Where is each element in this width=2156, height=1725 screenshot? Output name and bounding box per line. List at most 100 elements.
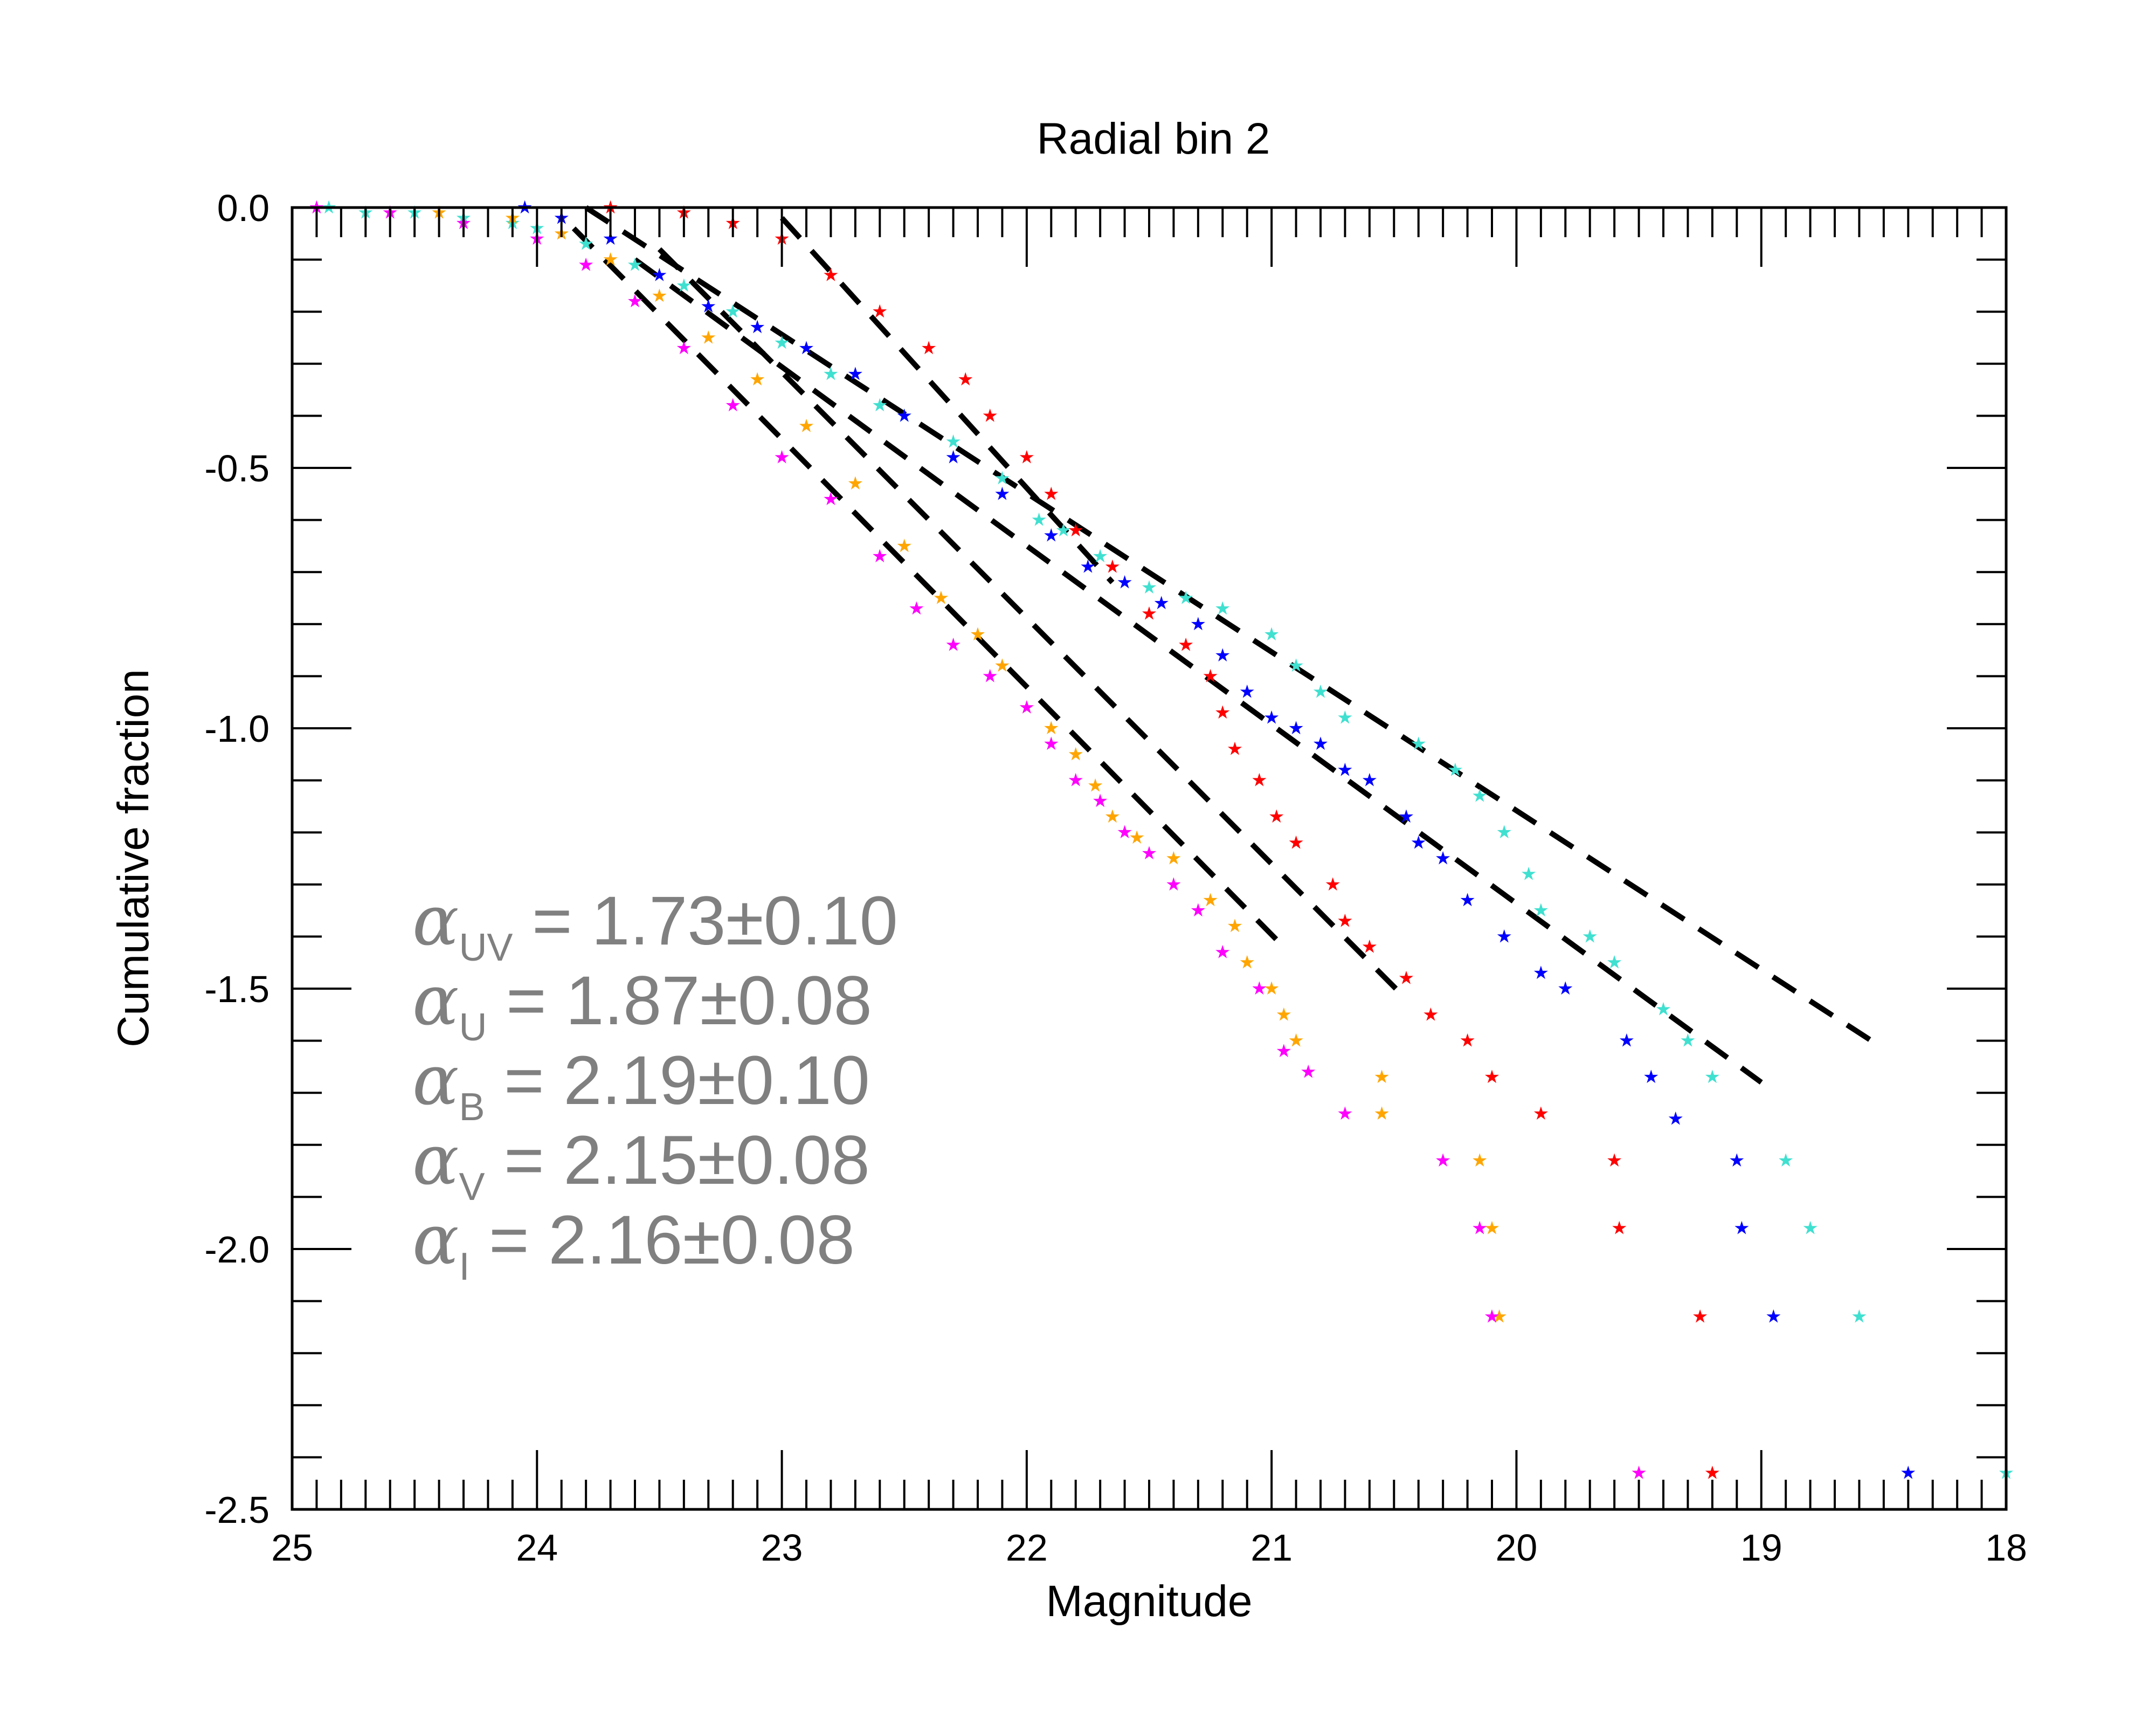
- alpha-value: = 1.73±0.10: [513, 882, 897, 960]
- series-u: ★★★★★★★★★★★★★★★★★★★★★★★★★★★★★★★★★★★★★: [516, 197, 1916, 1484]
- data-point: ★: [1496, 822, 1512, 843]
- data-point: ★: [896, 405, 912, 426]
- x-tick-label: 21: [1250, 1527, 1293, 1569]
- alpha-subscript: U: [459, 1006, 487, 1049]
- y-tick-label: -1.0: [204, 708, 270, 750]
- data-point: ★: [1214, 702, 1231, 723]
- data-point: ★: [1362, 770, 1378, 791]
- series-i: ★★★★★★★★★★★★★★★★★★★★★★★★★★★★★★★: [308, 197, 1647, 1484]
- y-tick-label: -2.0: [204, 1229, 270, 1271]
- data-point: ★: [1312, 733, 1329, 755]
- data-point: ★: [1373, 1066, 1390, 1088]
- data-point: ★: [1422, 1004, 1439, 1025]
- x-tick-label: 25: [271, 1527, 313, 1569]
- data-point: ★: [1312, 681, 1329, 702]
- data-point: ★: [1484, 1066, 1500, 1088]
- data-point: ★: [1087, 775, 1103, 796]
- data-point: ★: [1337, 707, 1353, 729]
- data-point: ★: [1251, 978, 1267, 999]
- data-point: ★: [1471, 1217, 1488, 1239]
- data-point: ★: [1080, 556, 1096, 578]
- data-point: ★: [1268, 806, 1284, 827]
- data-point: ★: [1104, 806, 1121, 827]
- data-point: ★: [1153, 592, 1169, 614]
- data-point: ★: [1104, 556, 1121, 578]
- fit-line: [571, 226, 1286, 949]
- alpha-symbol: α: [412, 1120, 459, 1200]
- fit-line: [779, 216, 1115, 584]
- x-tick-label: 19: [1740, 1527, 1782, 1569]
- data-point: ★: [798, 416, 814, 437]
- data-point: ★: [1165, 874, 1181, 895]
- data-point: ★: [1276, 1040, 1292, 1062]
- alpha-symbol: α: [412, 881, 459, 961]
- series-v: ★★★★★★★★★★★★★★★★★★★★★★★★★★★★★★★★: [431, 202, 1647, 1484]
- alpha-subscript: I: [459, 1245, 469, 1288]
- data-point: ★: [872, 546, 888, 567]
- fit-line: [633, 257, 1763, 1085]
- data-point: ★: [994, 467, 1010, 489]
- alpha-annotation: αB = 2.19±0.10: [412, 1040, 870, 1129]
- x-tick-label: 18: [1985, 1527, 2027, 1569]
- data-point: ★: [749, 369, 765, 390]
- x-tick-label: 24: [516, 1527, 558, 1569]
- alpha-value: = 2.15±0.08: [485, 1122, 869, 1199]
- alpha-symbol: α: [412, 961, 459, 1041]
- data-point: ★: [823, 363, 839, 385]
- data-point: ★: [1190, 900, 1206, 921]
- data-point: ★: [1190, 613, 1206, 635]
- data-point: ★: [1533, 1103, 1549, 1124]
- data-point: ★: [847, 473, 863, 494]
- data-point: ★: [1692, 1306, 1708, 1328]
- data-point: ★: [1680, 1030, 1696, 1052]
- y-tick-label: -0.5: [204, 447, 270, 489]
- data-point: ★: [1019, 447, 1035, 468]
- data-point: ★: [957, 369, 973, 390]
- data-point: ★: [1067, 743, 1083, 765]
- data-point: ★: [724, 301, 741, 322]
- data-point: ★: [896, 535, 912, 557]
- data-point: ★: [1729, 1150, 1745, 1171]
- data-point: ★: [1092, 790, 1108, 812]
- data-point: ★: [994, 655, 1010, 677]
- data-point: ★: [847, 363, 863, 385]
- data-point: ★: [1337, 759, 1353, 781]
- data-point: ★: [1043, 733, 1059, 755]
- data-point: ★: [1435, 848, 1451, 870]
- data-point: ★: [1214, 598, 1231, 619]
- data-point: ★: [1116, 822, 1132, 843]
- data-point: ★: [1116, 572, 1132, 594]
- data-point: ★: [1055, 520, 1072, 541]
- data-point: ★: [1214, 941, 1231, 963]
- alpha-annotation: αI = 2.16±0.08: [412, 1200, 855, 1288]
- data-point: ★: [872, 301, 888, 322]
- alpha-annotation: αU = 1.87±0.08: [412, 961, 872, 1049]
- x-tick-label: 23: [761, 1527, 803, 1569]
- data-point: ★: [1288, 1030, 1304, 1052]
- data-point: ★: [602, 249, 618, 271]
- data-point: ★: [1533, 900, 1549, 921]
- data-point: ★: [1251, 770, 1267, 791]
- y-tick-labels: 0.0 -0.5 -1.0 -1.5 -2.0 -2.5: [204, 187, 270, 1531]
- chart-title: Radial bin 2: [1036, 114, 1270, 163]
- fit-line: [584, 205, 1873, 1043]
- data-point: ★: [1410, 733, 1426, 755]
- data-point: ★: [724, 395, 741, 416]
- plot-frame: [291, 206, 2008, 1511]
- fit-lines: [571, 205, 1873, 1085]
- x-tick-labels: 25 24 23 22 21 20 19 18: [271, 1527, 2027, 1569]
- data-point: ★: [921, 337, 937, 359]
- data-point: ★: [1337, 1103, 1353, 1124]
- data-point: ★: [1643, 1066, 1659, 1088]
- alpha-subscript: UV: [459, 926, 513, 969]
- x-axis-title: Magnitude: [1046, 1577, 1253, 1626]
- data-point: ★: [1362, 936, 1378, 958]
- data-point: ★: [1178, 634, 1194, 656]
- data-point: ★: [896, 405, 912, 426]
- data-point: ★: [872, 395, 888, 416]
- data-point: ★: [798, 337, 814, 359]
- data-point: ★: [994, 483, 1010, 505]
- data-point: ★: [1263, 624, 1280, 645]
- data-point: ★: [1263, 707, 1280, 729]
- data-point: ★: [982, 405, 998, 426]
